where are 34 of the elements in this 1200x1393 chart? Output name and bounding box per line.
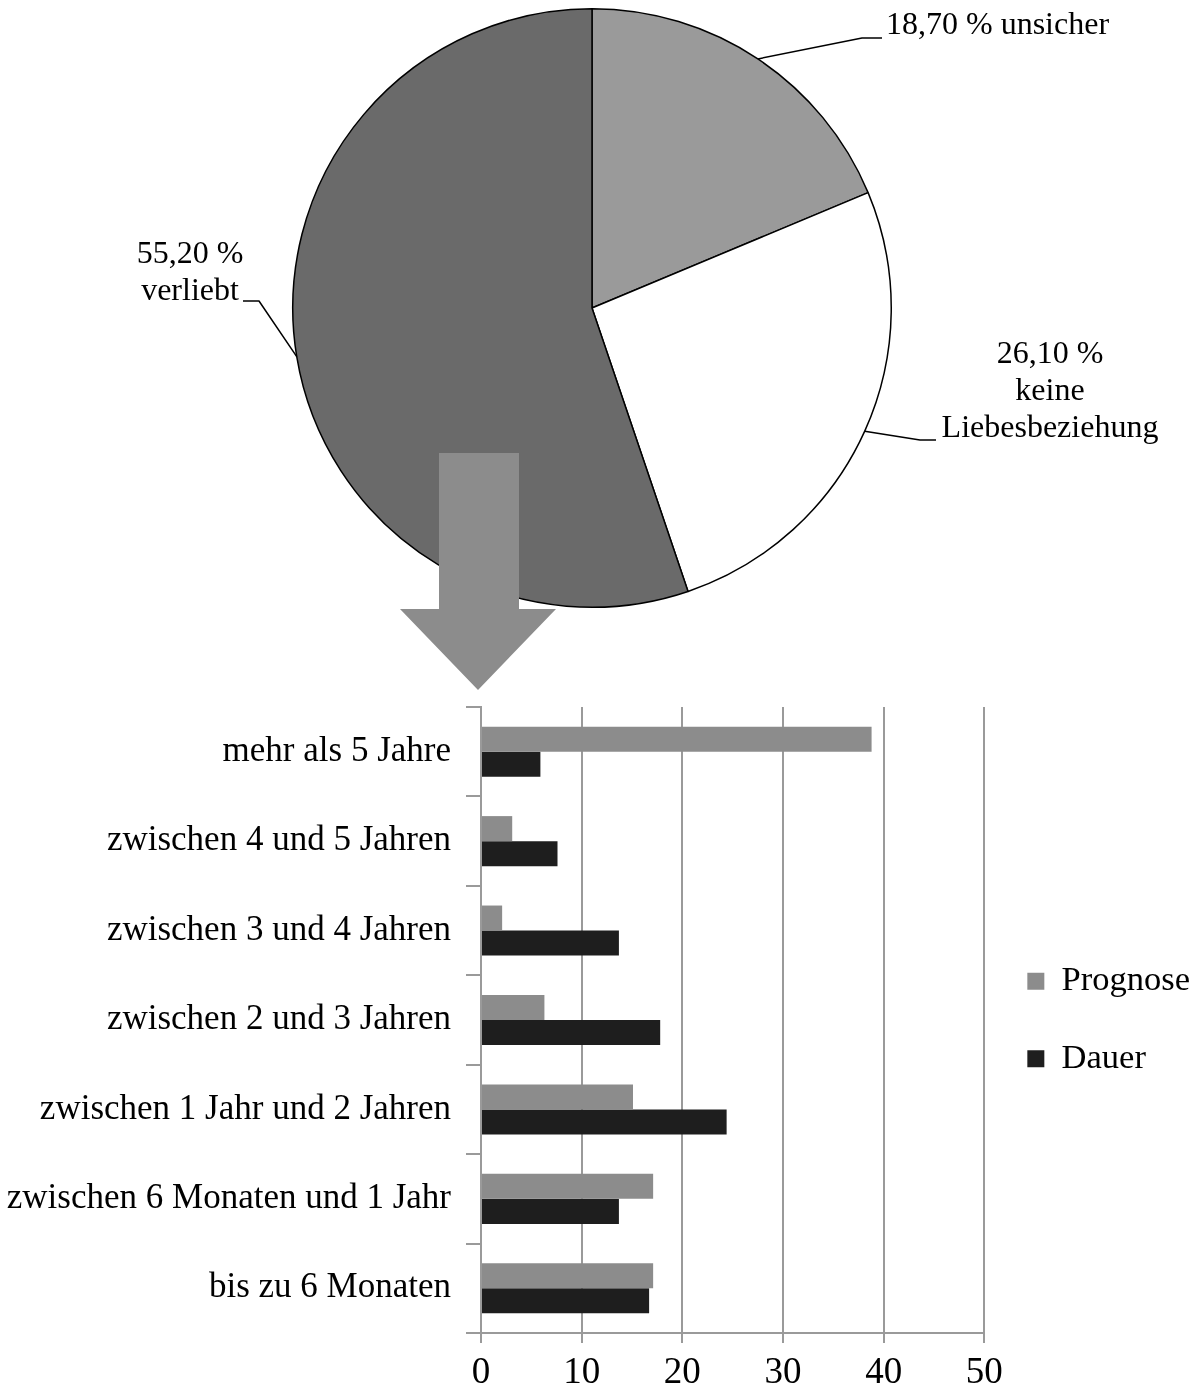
bar	[482, 751, 541, 777]
x-tick-label: 20	[663, 1349, 701, 1391]
x-tick-label: 0	[471, 1349, 491, 1391]
legend-label: Prognose	[1061, 959, 1191, 998]
bar	[482, 816, 513, 842]
bar	[482, 1084, 634, 1110]
bar	[482, 1020, 661, 1046]
bar	[482, 726, 872, 752]
bar	[482, 905, 503, 931]
x-tick-label: 40	[865, 1349, 903, 1391]
slice-label: verliebt	[141, 271, 239, 308]
data-label: 26,10 %	[996, 334, 1104, 371]
x-tick-label: 30	[764, 1349, 802, 1391]
slice-label: 18,70 % unsicher	[886, 5, 1110, 42]
bar	[482, 1109, 727, 1135]
y-tick-label: zwischen 6 Monaten und 1 Jahr	[6, 1177, 452, 1217]
x-tick-label: 10	[563, 1349, 601, 1391]
y-tick-label: zwischen 3 und 4 Jahren	[106, 908, 451, 948]
bar	[482, 1263, 654, 1289]
legend-label: Dauer	[1061, 1036, 1147, 1075]
bar	[482, 1173, 654, 1199]
bar	[482, 994, 545, 1020]
bar	[482, 930, 619, 956]
x-tick-label: 50	[965, 1349, 1003, 1391]
y-tick-label: bis zu 6 Monaten	[208, 1266, 451, 1306]
y-tick-label: zwischen 1 Jahr und 2 Jahren	[39, 1087, 451, 1127]
y-tick-label: zwischen 4 und 5 Jahren	[106, 819, 451, 859]
data-label: 55,20 %	[136, 234, 244, 271]
bar	[482, 841, 558, 867]
bar	[482, 1288, 650, 1314]
y-tick-label: mehr als 5 Jahre	[222, 729, 451, 769]
bar	[482, 1198, 619, 1224]
slice-label: keine Liebesbeziehung	[941, 371, 1159, 445]
y-tick-label: zwischen 2 und 3 Jahren	[106, 998, 451, 1038]
